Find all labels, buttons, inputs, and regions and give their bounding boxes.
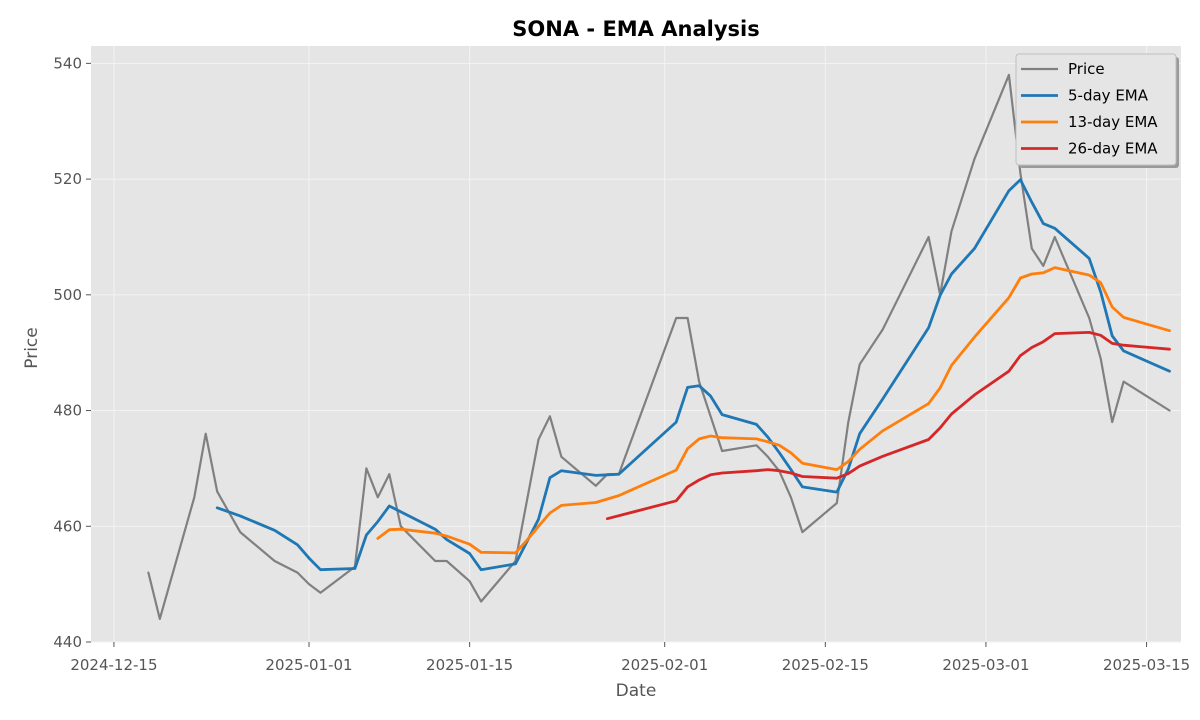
chart-legend: Price 5-day EMA 13-day EMA 26-day EMA [1015,53,1179,168]
series-line-5-day-ema [215,178,1171,572]
y-tick-label: 480 [53,402,82,420]
x-tick-label: 2025-03-01 [942,656,1029,674]
x-tick-label: 2025-01-15 [426,656,513,674]
y-axis-label: Price [22,327,42,368]
y-tick-label: 440 [53,633,82,651]
legend-box [1015,53,1177,166]
x-tick-label: 2025-02-01 [621,656,708,674]
series-line-price [147,73,1171,621]
grid-lines [91,46,1181,643]
x-tick-label: 2024-12-15 [70,656,157,674]
y-tick-label: 460 [53,517,82,535]
x-tick-label: 2025-02-15 [782,656,869,674]
y-tick-label: 540 [53,54,82,72]
legend-label-26-day-ema: 26-day EMA [1068,140,1158,158]
y-tick-label: 520 [53,170,82,188]
series-line-13-day-ema [376,266,1171,555]
series-lines [147,73,1171,621]
plot-area [91,46,1181,642]
x-tick-label: 2025-01-01 [265,656,352,674]
legend-label-13-day-ema: 13-day EMA [1068,113,1158,131]
x-axis-label: Date [616,681,657,701]
legend-label-price: Price [1068,60,1105,78]
series-line-26-day-ema [605,330,1171,521]
x-tick-label: 2025-03-15 [1103,656,1190,674]
chart-title: SONA - EMA Analysis [512,17,759,41]
axes: 440 460 480 500 520 540 2024-12-15 2025-01-01 20… [53,54,1190,674]
y-tick-label: 500 [53,286,82,304]
legend-label-5-day-ema: 5-day EMA [1068,87,1149,105]
